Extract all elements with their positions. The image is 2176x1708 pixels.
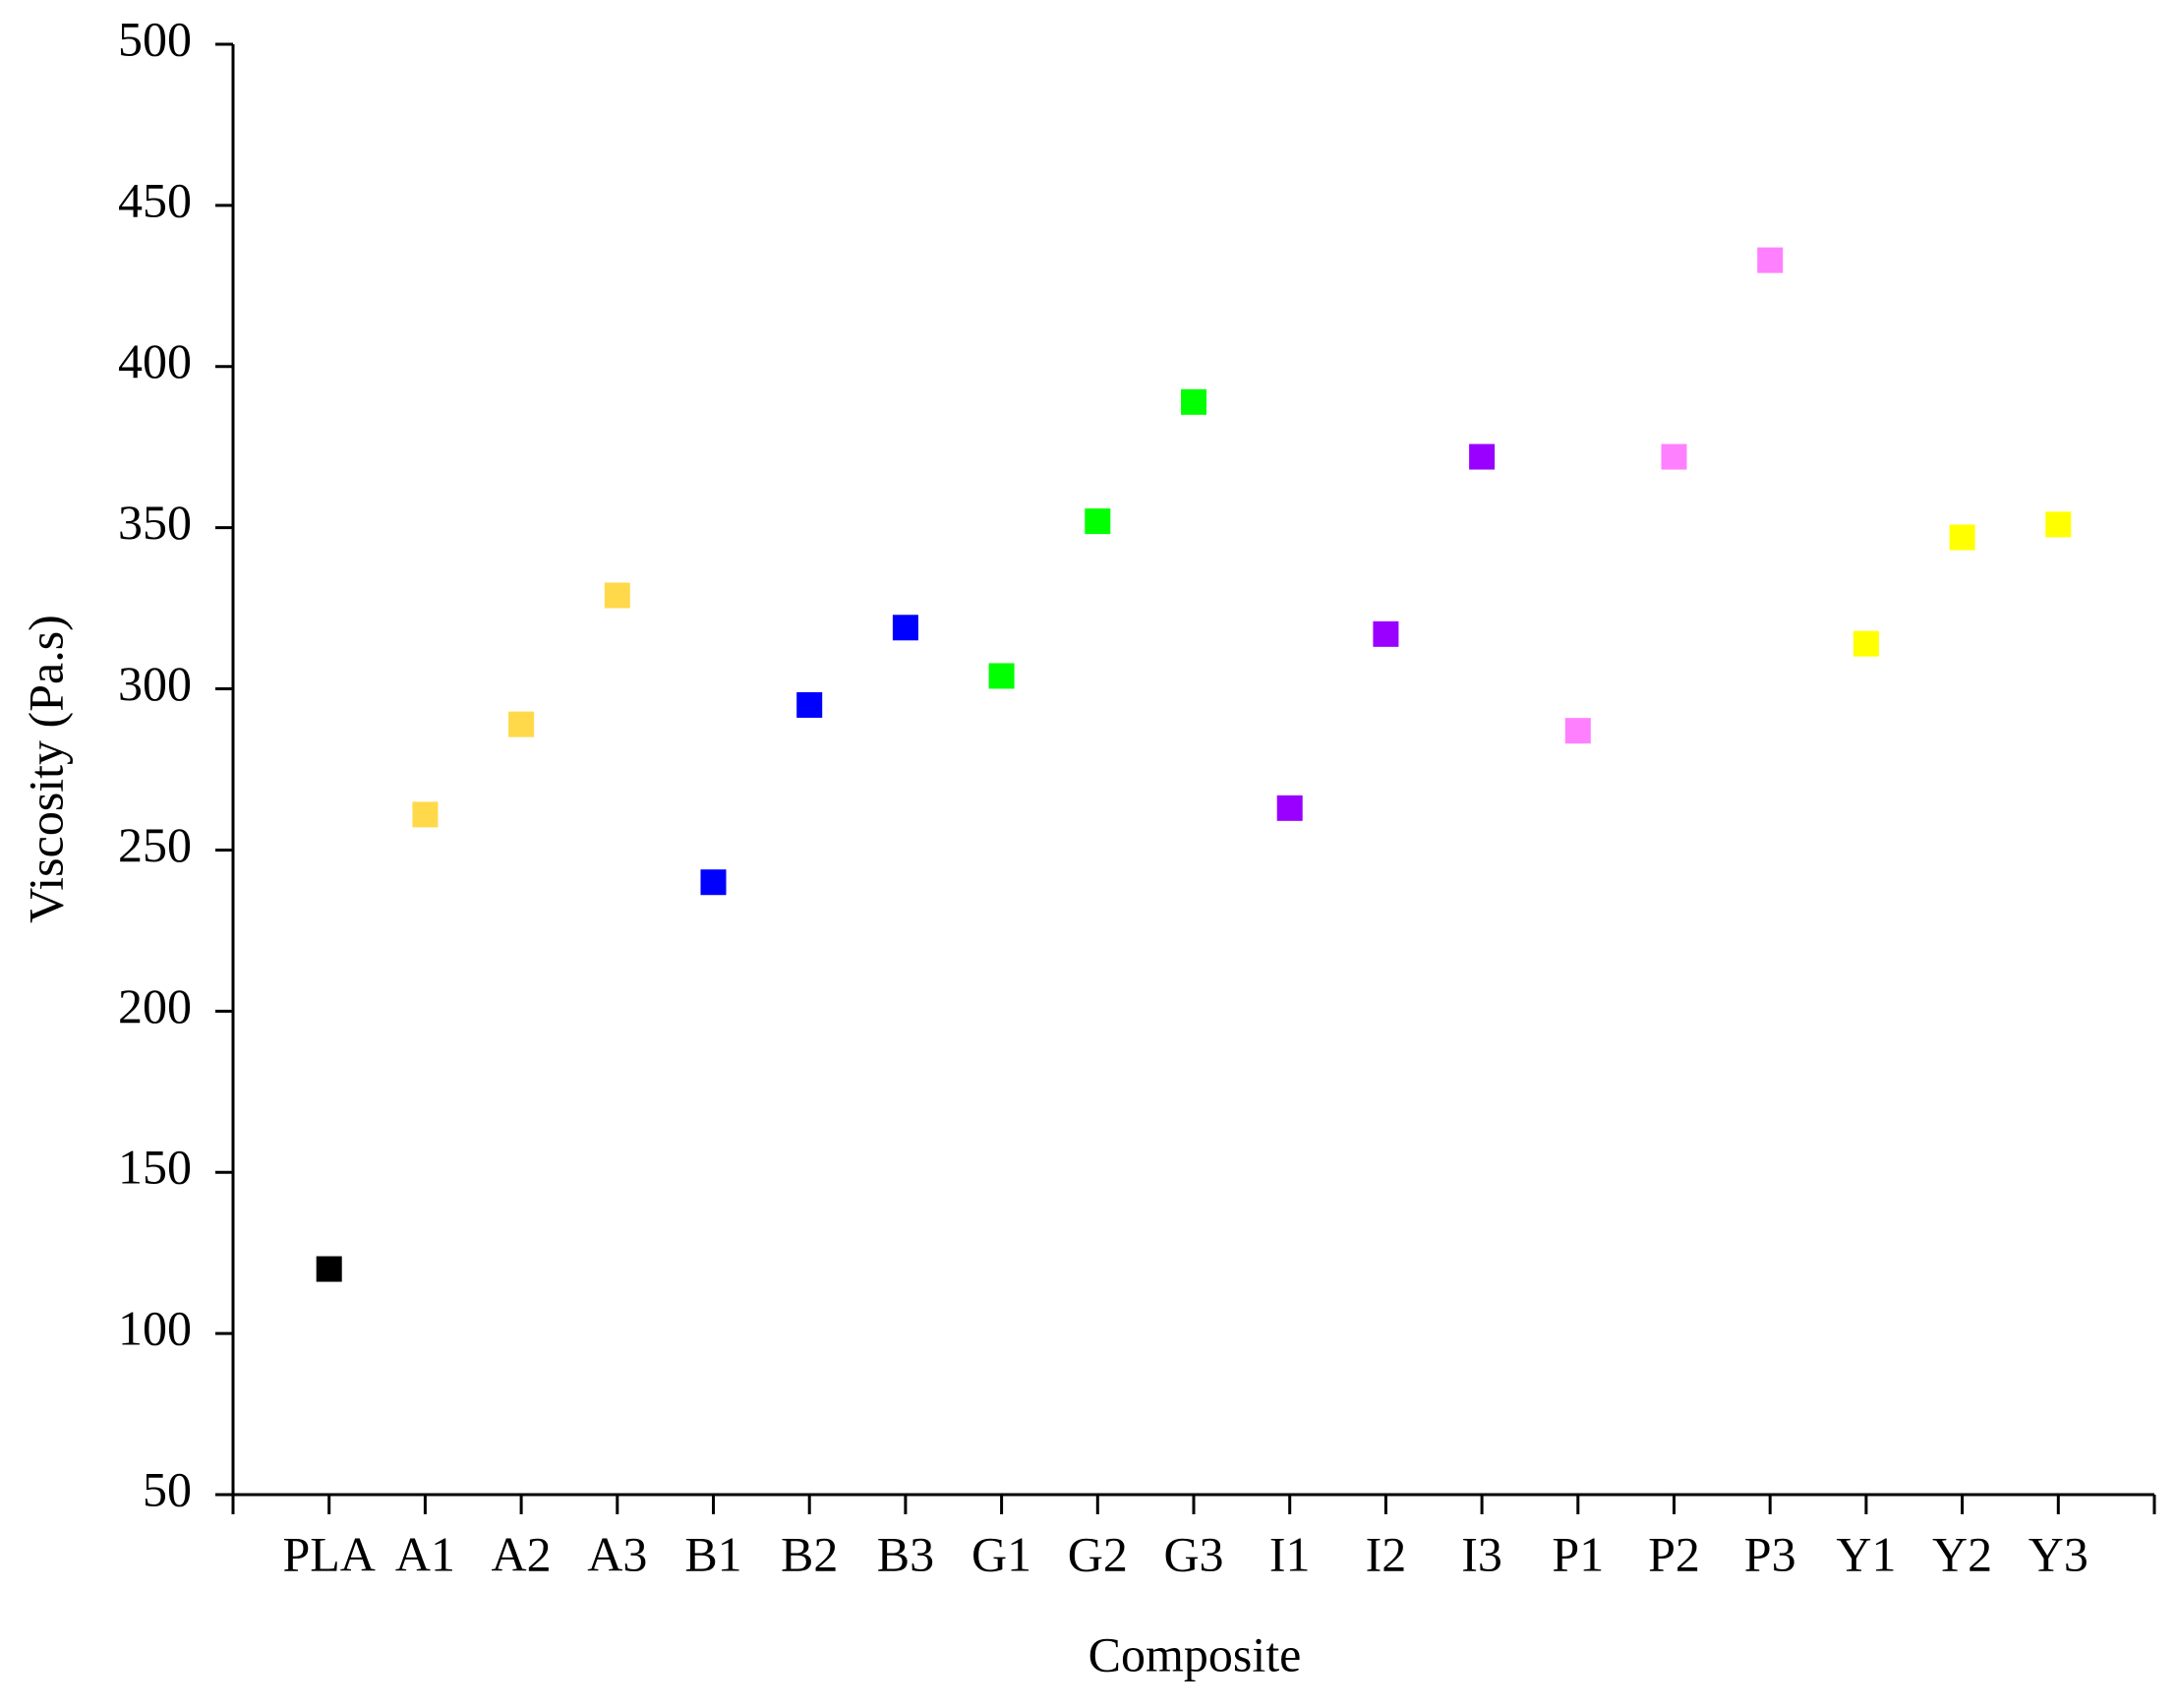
y-tick-label: 450: [118, 172, 192, 227]
x-tick-label: G2: [1068, 1526, 1128, 1581]
y-tick-label: 350: [118, 495, 192, 550]
x-tick-label: B2: [781, 1526, 838, 1581]
x-tick-label: B3: [877, 1526, 934, 1581]
point: [1757, 247, 1784, 273]
y-tick-label: 500: [118, 11, 192, 66]
x-tick-label: A3: [587, 1526, 647, 1581]
x-tick-label: G3: [1163, 1526, 1223, 1581]
point: [604, 582, 630, 609]
y-tick-label: 200: [118, 978, 192, 1033]
point: [1949, 524, 1975, 551]
point: [412, 801, 439, 828]
point: [1181, 388, 1206, 415]
point: [988, 663, 1015, 689]
x-tick-label: B1: [684, 1526, 741, 1581]
point: [700, 869, 727, 896]
point: [1853, 630, 1879, 657]
x-tick-label: PLA: [282, 1526, 375, 1581]
point: [1564, 718, 1591, 744]
x-tick-label: Y3: [2029, 1526, 2088, 1581]
x-tick-label: I1: [1269, 1526, 1311, 1581]
point: [892, 615, 918, 641]
point: [1661, 443, 1687, 470]
y-tick-label: 300: [118, 656, 192, 711]
x-tick-label: A1: [395, 1526, 455, 1581]
point: [1469, 443, 1496, 470]
x-tick-label: P2: [1648, 1526, 1700, 1581]
x-tick-label: Y2: [1932, 1526, 1992, 1581]
y-axis-title: Viscosity (Pa.s): [18, 615, 73, 923]
x-tick-label: G1: [971, 1526, 1031, 1581]
x-tick-label: P1: [1552, 1526, 1604, 1581]
point: [316, 1256, 342, 1282]
x-tick-label: Y1: [1836, 1526, 1896, 1581]
y-tick-label: 250: [118, 817, 192, 872]
x-axis-title: Composite: [1088, 1626, 1302, 1681]
point: [1373, 620, 1399, 647]
point: [796, 691, 823, 718]
point: [508, 711, 535, 737]
x-tick-label: I2: [1366, 1526, 1407, 1581]
y-tick-label: 50: [143, 1461, 192, 1516]
point: [1085, 508, 1111, 535]
point: [2045, 511, 2072, 538]
y-tick-label: 150: [118, 1140, 192, 1195]
point: [1276, 795, 1303, 821]
y-tick-label: 400: [118, 333, 192, 388]
x-tick-label: P3: [1744, 1526, 1796, 1581]
x-tick-label: I3: [1461, 1526, 1502, 1581]
x-tick-label: A2: [492, 1526, 552, 1581]
y-tick-label: 100: [118, 1301, 192, 1356]
